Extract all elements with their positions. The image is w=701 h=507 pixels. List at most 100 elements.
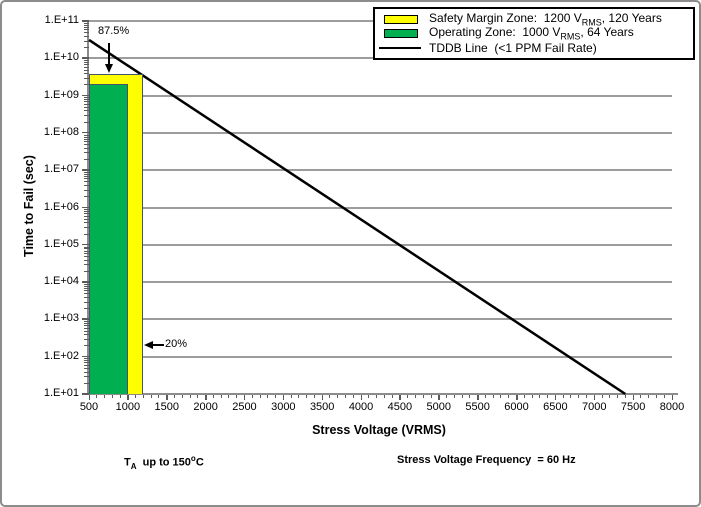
major-gridline (89, 355, 672, 358)
y-major-tick (82, 57, 89, 59)
y-minor-tick (84, 178, 89, 180)
x-minor-tick (640, 395, 642, 398)
legend-key (379, 47, 429, 49)
y-minor-tick (84, 22, 89, 24)
x-minor-tick (104, 395, 106, 398)
y-tick-label: 1.E+07 (43, 163, 79, 176)
y-tick-label: 1.E+11 (44, 14, 79, 26)
x-tick-label: 2000 (193, 401, 218, 413)
x-minor-tick (181, 395, 183, 398)
y-minor-tick (84, 209, 89, 211)
x-major-tick (554, 395, 557, 400)
x-minor-tick (267, 395, 269, 398)
y-minor-tick (84, 358, 89, 360)
x-minor-tick (570, 395, 572, 398)
y-minor-tick (84, 345, 89, 347)
x-tick-label: 1500 (154, 401, 179, 413)
x-minor-tick (150, 395, 152, 398)
x-tick-label: 2500 (232, 401, 257, 413)
legend-item-tddb-line: TDDB Line (<1 PPM Fail Rate) (379, 41, 689, 55)
y-tick-label: 1.E+02 (43, 349, 79, 362)
y-minor-tick (84, 253, 89, 255)
x-minor-tick (290, 395, 292, 398)
x-minor-tick (383, 395, 385, 398)
y-minor-tick (84, 367, 89, 369)
x-minor-tick (648, 395, 650, 398)
y-minor-tick (84, 246, 89, 248)
y-major-tick (82, 131, 89, 134)
y-minor-tick (84, 99, 89, 101)
x-tick-label: 6000 (504, 401, 529, 413)
legend-label-operating-zone: Operating Zone: 1000 VRMS, 64 Years (429, 25, 634, 42)
x-minor-tick (655, 395, 657, 398)
y-minor-tick (84, 327, 89, 329)
y-minor-tick (84, 158, 89, 160)
footnote-stress-frequency: Stress Voltage Frequency = 60 Hz (397, 454, 576, 466)
major-gridline (89, 318, 672, 321)
x-tick-label: 8000 (659, 401, 685, 413)
x-minor-tick (220, 395, 222, 398)
x-tick-label: 4500 (387, 401, 413, 413)
y-axis-title: Time to Fail (sec) (22, 155, 36, 257)
y-minor-tick (84, 103, 89, 105)
legend-key (379, 14, 429, 24)
x-tick-label: 7000 (582, 401, 607, 413)
x-minor-tick (352, 395, 354, 398)
x-tick-label: 4000 (348, 401, 374, 413)
y-tick-label: 1.E+09 (43, 88, 79, 101)
y-minor-tick (84, 296, 89, 298)
x-tick-label: 5500 (465, 401, 490, 413)
x-major-tick (632, 395, 635, 400)
y-minor-tick (84, 287, 89, 289)
x-minor-tick (601, 395, 603, 398)
x-minor-tick (174, 395, 175, 398)
x-minor-tick (158, 395, 160, 398)
subscript-text: RMS (560, 31, 581, 42)
legend-item-operating-zone: Operating Zone: 1000 VRMS, 64 Years (379, 25, 689, 42)
x-major-tick (127, 395, 129, 400)
y-major-tick (82, 94, 89, 97)
x-minor-tick (430, 395, 432, 398)
x-major-tick (360, 395, 363, 400)
x-major-tick (671, 395, 673, 400)
x-minor-tick (531, 395, 533, 398)
y-minor-tick (84, 64, 89, 66)
x-minor-tick (298, 395, 300, 398)
x-minor-tick (251, 395, 253, 398)
x-minor-tick (422, 395, 424, 398)
annotation-87-5-percent: 87.5% (98, 25, 130, 37)
x-minor-tick (461, 395, 463, 398)
y-minor-tick (84, 32, 89, 34)
y-minor-tick (84, 121, 89, 123)
y-minor-tick (84, 73, 89, 75)
legend-item-safety-margin-zone: Safety Margin Zone: 1200 VRMS, 120 Years (379, 11, 689, 27)
x-minor-tick (376, 395, 378, 398)
legend-box: Safety Margin Zone: 1200 VRMS, 120 Years… (373, 7, 695, 60)
y-minor-tick (84, 308, 89, 310)
x-major-tick (593, 395, 596, 400)
y-minor-tick (84, 360, 89, 362)
y-minor-tick (84, 134, 89, 136)
y-tick-label: 1.E+01 (43, 387, 79, 399)
y-minor-tick (84, 26, 89, 28)
footnote-ambient-temperature: TA up to 150oC (124, 454, 204, 471)
x-major-tick (399, 395, 401, 400)
major-gridline (89, 243, 672, 246)
y-minor-tick (84, 97, 89, 99)
y-minor-tick (84, 227, 89, 228)
x-minor-tick (500, 395, 502, 398)
y-major-tick (82, 20, 89, 22)
y-minor-tick (84, 84, 89, 86)
x-major-tick (282, 395, 285, 400)
x-minor-tick (96, 395, 98, 398)
x-minor-tick (189, 395, 191, 398)
y-minor-tick (84, 138, 89, 140)
y-minor-tick (84, 382, 89, 384)
subscript-text: A (130, 461, 137, 471)
y-minor-tick (84, 35, 89, 37)
y-tick-label: 1.E+03 (43, 312, 79, 325)
x-major-tick (321, 395, 324, 400)
x-tick-label: 5000 (426, 401, 452, 413)
major-gridline (89, 94, 672, 97)
y-tick-label: 1.E+08 (43, 125, 79, 138)
